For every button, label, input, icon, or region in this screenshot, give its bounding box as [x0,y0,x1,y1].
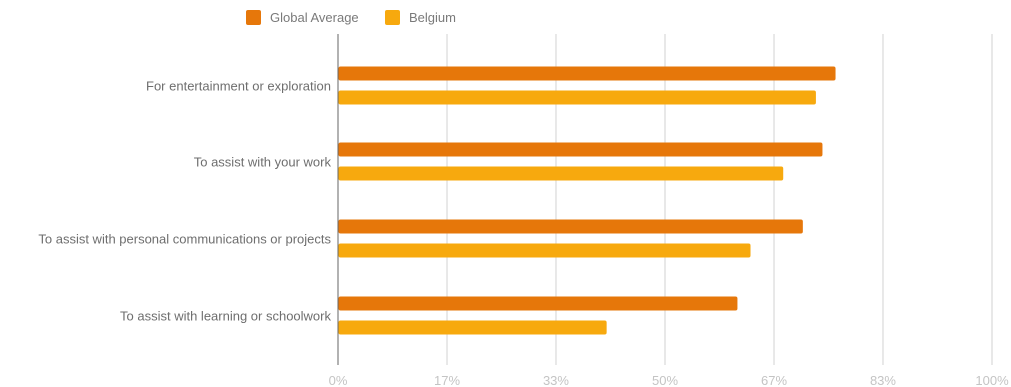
legend-swatch-belgium [385,10,400,25]
x-tick-labels: 0% 17% 33% 50% 67% 83% 100% [329,373,1009,387]
legend-swatch-global-average [246,10,261,25]
legend-label-belgium: Belgium [409,10,456,25]
bar-global-average-to-assist-with-your-work [338,142,823,157]
x-tick-label: 100% [975,373,1009,387]
category-labels: For entertainment or exploration To assis… [38,79,331,324]
x-tick-label: 33% [543,373,569,387]
bar-belgium-to-assist-with-personal-communications-or-projects [338,243,751,258]
x-tick-label: 0% [329,373,348,387]
bar-global-average-to-assist-with-personal-communications-or-projects [338,219,803,234]
category-label: For entertainment or exploration [146,79,331,94]
bar-global-average-for-entertainment-or-exploration [338,66,836,81]
x-tick-label: 83% [870,373,896,387]
gridlines [446,34,993,365]
bar-belgium-to-assist-with-your-work [338,166,784,181]
category-label: To assist with your work [194,155,332,170]
category-label: To assist with learning or schoolwork [120,309,331,324]
legend: Global Average Belgium [246,10,456,25]
category-label: To assist with personal communications o… [38,232,331,247]
bar-belgium-for-entertainment-or-exploration [338,90,816,105]
legend-label-global-average: Global Average [270,10,359,25]
bars [338,66,836,335]
x-tick-label: 50% [652,373,678,387]
bar-belgium-to-assist-with-learning-or-schoolwork [338,320,607,335]
x-tick-label: 17% [434,373,460,387]
x-tick-label: 67% [761,373,787,387]
bar-global-average-to-assist-with-learning-or-schoolwork [338,296,738,311]
